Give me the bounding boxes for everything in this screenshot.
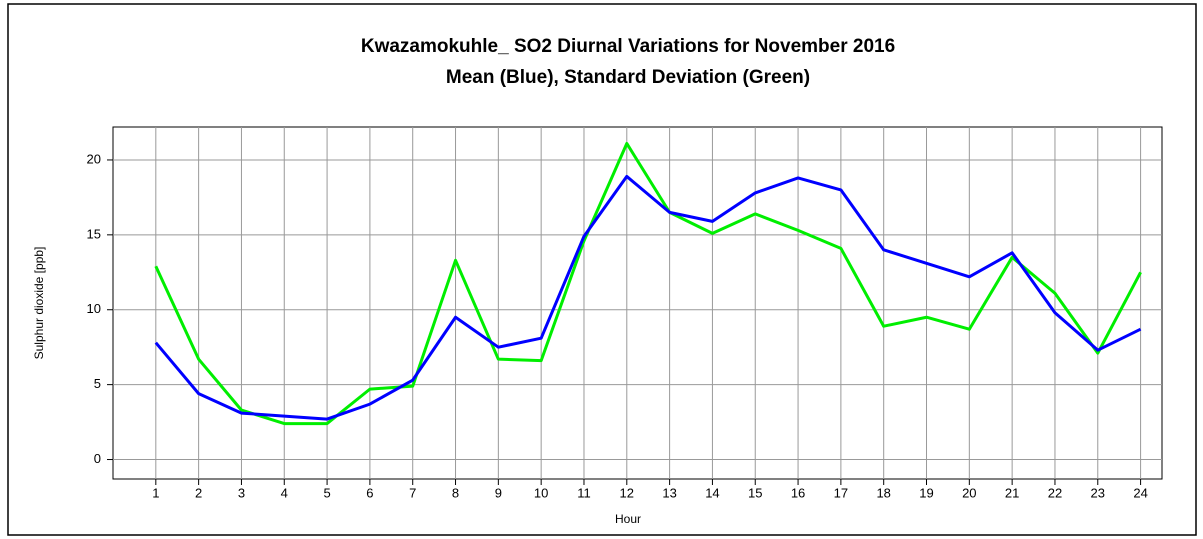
- x-tick-label: 24: [1133, 485, 1147, 500]
- x-tick-label: 4: [281, 485, 288, 500]
- x-tick-label: 12: [620, 485, 634, 500]
- x-tick-label: 17: [834, 485, 848, 500]
- x-tick-label: 3: [238, 485, 245, 500]
- plot-area: [112, 126, 1163, 480]
- y-tick-label: 20: [87, 151, 101, 166]
- y-axis-label: Sulphur dioxide [ppb]: [32, 247, 46, 360]
- y-tick-label: 5: [94, 376, 101, 391]
- x-tick-label: 18: [876, 485, 890, 500]
- y-tick-label: 15: [87, 226, 101, 241]
- x-tick-label: 8: [452, 485, 459, 500]
- x-tick-label: 15: [748, 485, 762, 500]
- x-axis-label: Hour: [615, 512, 641, 526]
- y-tick-label: 0: [94, 451, 101, 466]
- x-tick-label: 16: [791, 485, 805, 500]
- x-tick-label: 23: [1091, 485, 1105, 500]
- x-tick-label: 19: [919, 485, 933, 500]
- x-tick-label: 9: [495, 485, 502, 500]
- x-tick-label: 20: [962, 485, 976, 500]
- x-tick-label: 2: [195, 485, 202, 500]
- series-line: [154, 174, 1142, 421]
- x-tick-label: 14: [705, 485, 719, 500]
- x-tick-label: 10: [534, 485, 548, 500]
- chart-title: Kwazamokuhle_ SO2 Diurnal Variations for…: [361, 36, 895, 57]
- x-tick-label: 5: [323, 485, 330, 500]
- y-tick-label: 10: [87, 301, 101, 316]
- x-tick-label: 11: [577, 485, 591, 500]
- x-tick-label: 1: [152, 485, 159, 500]
- x-tick-label: 7: [409, 485, 416, 500]
- x-tick-label: 13: [662, 485, 676, 500]
- series-line: [154, 141, 1142, 426]
- x-tick-label: 22: [1048, 485, 1062, 500]
- x-tick-label: 21: [1005, 485, 1019, 500]
- chart-subtitle: Mean (Blue), Standard Deviation (Green): [446, 67, 810, 88]
- x-tick-label: 6: [366, 485, 373, 500]
